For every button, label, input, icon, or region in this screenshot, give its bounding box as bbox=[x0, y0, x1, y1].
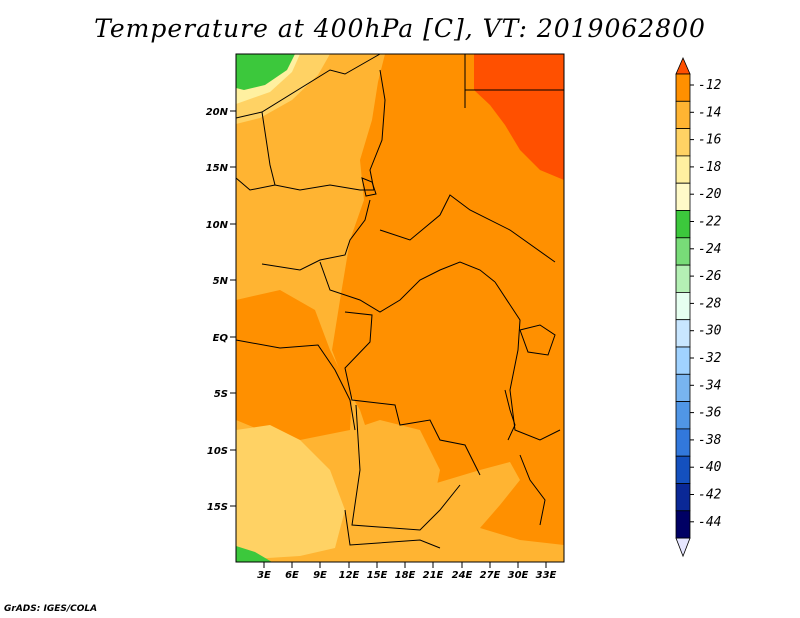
coastline-west bbox=[235, 339, 356, 431]
colorbar-box bbox=[675, 510, 691, 539]
car-border bbox=[319, 261, 496, 313]
colorbar-label: -20 bbox=[698, 187, 722, 202]
lat-label-eq: EQ bbox=[213, 333, 229, 344]
warm-region-east bbox=[332, 54, 564, 545]
lon-label-33e: 33E bbox=[536, 570, 557, 581]
latitude-axis: 20N 15N 10N 5N EQ 5S 10S 15S bbox=[206, 107, 236, 513]
colorbar-label: -38 bbox=[698, 433, 722, 448]
colorbar-label: -40 bbox=[698, 460, 722, 475]
grads-credit: GrADS: IGES/COLA bbox=[4, 604, 98, 614]
map-frame bbox=[235, 53, 565, 563]
colorbar-box bbox=[675, 401, 691, 430]
lon-label-15e: 15E bbox=[367, 570, 388, 581]
colorbar-label: -16 bbox=[698, 133, 722, 148]
lat-label-5n: 5N bbox=[213, 276, 229, 287]
east-africa-border bbox=[494, 281, 561, 441]
colorbar: -12 -14 -16 -18 -20 -22 -24 -26 -28 -30 -32 -34 -36 -… bbox=[675, 57, 722, 558]
colorbar-box bbox=[675, 155, 691, 184]
colorbar-box bbox=[675, 73, 691, 102]
colorbar-arrow-top bbox=[675, 57, 691, 75]
lake-coast-2 bbox=[519, 454, 546, 526]
colorbar-label: -14 bbox=[698, 105, 721, 120]
colorbar-box bbox=[675, 319, 691, 348]
colorbar-box bbox=[675, 128, 691, 157]
map-panel bbox=[235, 53, 565, 563]
cool-region-southwest bbox=[236, 425, 345, 560]
colorbar-box bbox=[675, 100, 691, 130]
lat-label-15n: 15N bbox=[206, 163, 229, 174]
lon-label-3e: 3E bbox=[257, 570, 271, 581]
egypt-sudan-border bbox=[464, 54, 564, 108]
colorbar-label: -12 bbox=[698, 78, 722, 93]
colorbar-box bbox=[675, 182, 691, 211]
colorbar-label: -36 bbox=[698, 406, 722, 421]
warmest-region-northeast bbox=[474, 54, 564, 180]
lat-label-5s: 5S bbox=[214, 389, 228, 400]
lon-label-18e: 18E bbox=[395, 570, 416, 581]
lon-label-24e: 24E bbox=[452, 570, 473, 581]
coldest-region-southwest bbox=[236, 546, 272, 562]
colorbar-label: -26 bbox=[698, 269, 722, 284]
lon-label-30e: 30E bbox=[508, 570, 529, 581]
longitude-axis: 3E 6E 9E 12E 15E 18E 21E 24E 27E 30E 33E bbox=[257, 562, 557, 581]
colorbar-label: -34 bbox=[698, 378, 721, 393]
chad-border-west bbox=[261, 111, 276, 186]
lat-label-10n: 10N bbox=[206, 220, 229, 231]
drc-border bbox=[344, 311, 481, 476]
lon-label-27e: 27E bbox=[480, 570, 501, 581]
colorbar-box bbox=[675, 483, 691, 512]
colorbar-box bbox=[675, 346, 691, 375]
lat-label-15s: 15S bbox=[207, 502, 228, 513]
libya-chad-border bbox=[235, 53, 381, 119]
lon-label-12e: 12E bbox=[339, 570, 360, 581]
colorbar-box bbox=[675, 210, 691, 239]
cameroon-border bbox=[261, 199, 371, 271]
colorbar-box bbox=[675, 237, 691, 266]
lon-label-6e: 6E bbox=[285, 570, 299, 581]
lat-label-10s: 10S bbox=[207, 446, 228, 457]
coldest-region-northwest bbox=[236, 54, 295, 90]
colorbar-label: -18 bbox=[698, 160, 722, 175]
colorbar-box bbox=[675, 428, 691, 457]
cool-region-south-central bbox=[345, 420, 440, 552]
south-sudan-border bbox=[379, 194, 556, 263]
colorbar-label: -32 bbox=[698, 351, 722, 366]
colorbar-box bbox=[675, 264, 691, 293]
map-title: Temperature at 400hPa [C], VT: 201906280… bbox=[94, 14, 706, 43]
colorbar-box bbox=[675, 291, 691, 321]
colorbar-box bbox=[675, 373, 691, 402]
colorbar-label: -30 bbox=[698, 324, 722, 339]
country-borders bbox=[235, 53, 564, 549]
warm-region-west bbox=[236, 290, 352, 440]
lake-chad bbox=[361, 177, 377, 197]
namibia-border bbox=[344, 509, 441, 549]
colorbar-label: -44 bbox=[698, 515, 721, 530]
sudan-border bbox=[369, 69, 386, 191]
lon-label-9e: 9E bbox=[313, 570, 327, 581]
lat-label-20n: 20N bbox=[206, 107, 229, 118]
nigeria-border bbox=[235, 177, 374, 191]
colorbar-label: -42 bbox=[698, 488, 722, 503]
colorbar-arrow-bottom bbox=[675, 537, 691, 558]
colorbar-label: -24 bbox=[698, 242, 721, 257]
colorbar-box bbox=[675, 455, 691, 484]
lon-label-21e: 21E bbox=[423, 570, 444, 581]
colorbar-label: -22 bbox=[698, 215, 722, 230]
angola-zambia-border bbox=[351, 404, 461, 531]
colorbar-label: -28 bbox=[698, 296, 722, 311]
lake-victoria bbox=[519, 324, 556, 356]
lake-coast-1 bbox=[504, 389, 516, 441]
